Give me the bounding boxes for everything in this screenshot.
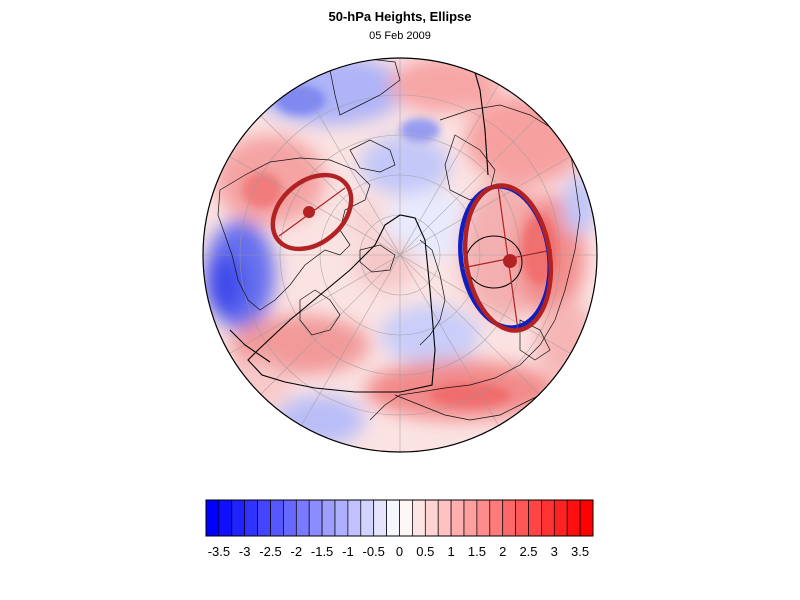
colorbar-tick-label: 1 xyxy=(447,544,454,559)
colorbar-tick-label: 0 xyxy=(396,544,403,559)
chart-subtitle: 05 Feb 2009 xyxy=(369,30,431,42)
graticule xyxy=(203,58,597,452)
colorbar-swatch xyxy=(528,499,542,537)
colorbar-swatch xyxy=(579,499,594,537)
colorbar-swatch xyxy=(205,499,220,537)
colorbar-tick-label: -0.5 xyxy=(362,544,384,559)
colorbar-tick-label: 2 xyxy=(499,544,506,559)
vortex-ellipse-right xyxy=(458,183,554,333)
colorbar-swatches xyxy=(205,499,594,537)
colorbar-swatch xyxy=(463,499,478,537)
colorbar-swatch xyxy=(283,499,297,537)
colorbar-swatch xyxy=(399,499,413,537)
colorbar-tick-label: -1.5 xyxy=(311,544,333,559)
colorbar-swatch xyxy=(412,499,426,537)
colorbar-tick-label: 2.5 xyxy=(519,544,537,559)
colorbar-tick-label: -2 xyxy=(291,544,303,559)
colorbar-tick-label: 1.5 xyxy=(468,544,486,559)
colorbar-swatch xyxy=(334,499,349,537)
colorbar-swatch xyxy=(244,499,258,537)
colorbar-swatch xyxy=(437,499,452,537)
colorbar-swatch xyxy=(566,499,581,537)
colorbar-swatch xyxy=(541,499,555,537)
colorbar-swatch xyxy=(450,499,465,537)
chart-title: 50-hPa Heights, Ellipse xyxy=(328,9,472,24)
colorbar-tick-label: -3 xyxy=(239,544,251,559)
colorbar-swatch xyxy=(270,499,284,537)
colorbar-swatch xyxy=(218,499,233,537)
vortex-ellipse-left xyxy=(270,172,354,252)
colorbar-swatch xyxy=(308,499,323,537)
colorbar-swatch xyxy=(502,499,516,537)
colorbar-swatch xyxy=(321,499,336,537)
colorbar-swatch xyxy=(295,499,310,537)
colorbar-swatch xyxy=(347,499,362,537)
colorbar-swatch xyxy=(424,499,439,537)
globe-outline xyxy=(202,57,598,453)
colorbar-swatch xyxy=(257,499,271,537)
colorbar-tick-label: 3 xyxy=(551,544,558,559)
colorbar-tick-label: 0.5 xyxy=(416,544,434,559)
colorbar-frame xyxy=(205,499,594,537)
colorbar-swatch xyxy=(231,499,246,537)
colorbar-swatch xyxy=(386,499,400,537)
colorbar-tick-label: -1 xyxy=(342,544,354,559)
anomaly-field xyxy=(203,58,597,452)
colorbar-tick-label: -2.5 xyxy=(259,544,281,559)
colorbar-tick-labels: -3.5 -3 -2.5 -2 -1.5 -1 -0.5 0 0.5 1 1.5 2 2.5 3 3.5 xyxy=(208,544,589,559)
colorbar-swatch xyxy=(489,499,504,537)
colorbar-tick-label: -3.5 xyxy=(208,544,230,559)
colorbar-tick-label: 3.5 xyxy=(571,544,589,559)
colorbar-swatch xyxy=(360,499,375,537)
colorbar-swatch xyxy=(373,499,387,537)
colorbar-swatch xyxy=(515,499,529,537)
colorbar-swatch xyxy=(553,499,568,537)
colorbar-swatch xyxy=(476,499,491,537)
